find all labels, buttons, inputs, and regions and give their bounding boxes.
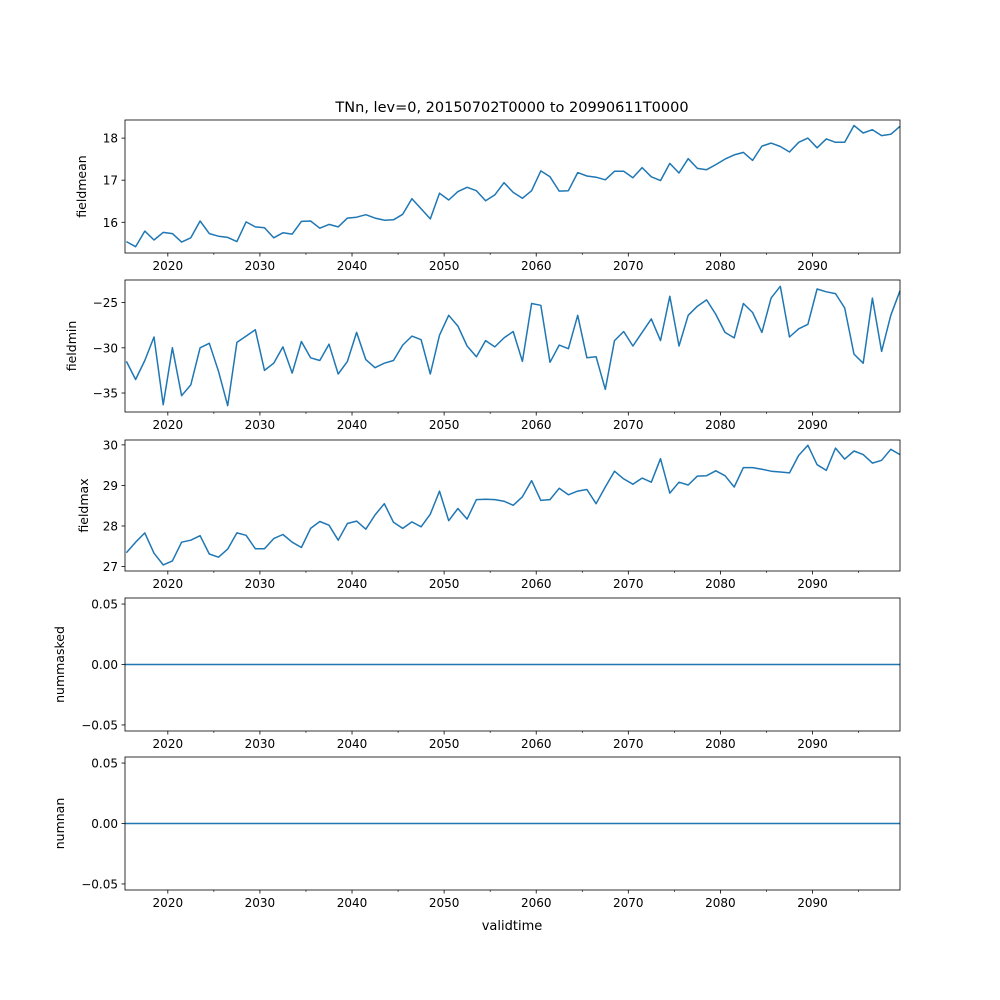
series-line-fieldmean xyxy=(126,124,901,248)
chart-title: TNn, lev=0, 20150702T0000 to 20990611T00… xyxy=(334,100,688,116)
x-tick-label: 2090 xyxy=(797,896,828,910)
x-axis-label: validtime xyxy=(482,919,543,934)
x-tick-label: 2070 xyxy=(613,737,644,751)
x-tick-label: 2090 xyxy=(797,577,828,591)
y-tick-label: 28 xyxy=(103,519,118,533)
y-tick-label: −35 xyxy=(93,387,118,401)
x-tick-label: 2020 xyxy=(153,896,184,910)
x-tick-label: 2050 xyxy=(429,737,460,751)
x-tick-label: 2060 xyxy=(521,577,552,591)
x-tick-label: 2050 xyxy=(429,418,460,432)
y-tick-label: 17 xyxy=(103,174,118,188)
x-tick-label: 2080 xyxy=(705,418,736,432)
y-tick-label: 27 xyxy=(103,560,118,574)
series-line-fieldmin xyxy=(125,285,901,407)
x-tick-label: 2050 xyxy=(429,896,460,910)
y-tick-label: 29 xyxy=(103,479,118,493)
x-tick-label: 2040 xyxy=(337,737,368,751)
x-tick-label: 2060 xyxy=(521,896,552,910)
x-tick-label: 2020 xyxy=(153,577,184,591)
panel-fieldmin: 2020 2030 2040 2050 2060 2070 2080 2090 −35 −30 −2… xyxy=(64,279,901,432)
axes-frame xyxy=(124,119,901,254)
y-tick-label: −0.05 xyxy=(81,718,118,732)
x-tick-label: 2020 xyxy=(153,737,184,751)
axes-frame xyxy=(124,439,901,572)
y-tick-label: −0.05 xyxy=(81,877,118,891)
x-tick-label: 2040 xyxy=(337,577,368,591)
axes-frame xyxy=(124,279,901,413)
x-tick-label: 2090 xyxy=(797,259,828,273)
x-tick-label: 2040 xyxy=(337,418,368,432)
x-tick-label: 2090 xyxy=(797,737,828,751)
y-tick-label: −30 xyxy=(93,341,118,355)
x-tick-label: 2040 xyxy=(337,259,368,273)
y-axis-label-fieldmin: fieldmin xyxy=(64,321,79,372)
y-tick-label: 16 xyxy=(103,216,118,230)
x-tick-label: 2070 xyxy=(613,577,644,591)
y-tick-label: 30 xyxy=(103,438,118,452)
x-tick-label: 2080 xyxy=(705,737,736,751)
panel-fieldmax: 2020 2030 2040 2050 2060 2070 2080 2090 27 28 29 30… xyxy=(76,438,901,591)
panel-fieldmean: 2020 2030 2040 2050 2060 2070 2080 2090 16 17 18 fi… xyxy=(74,119,901,273)
x-tick-label: 2020 xyxy=(153,259,184,273)
y-tick-label: 0.05 xyxy=(91,757,118,771)
panel-nummasked: 2020 2030 2040 2050 2060 2070 2080 2090 −0.05 0.0… xyxy=(52,598,901,751)
x-tick-label: 2070 xyxy=(613,259,644,273)
x-tick-label: 2030 xyxy=(245,737,276,751)
y-tick-label: 0.05 xyxy=(91,598,118,612)
x-tick-label: 2040 xyxy=(337,896,368,910)
x-tick-label: 2070 xyxy=(613,418,644,432)
x-tick-label: 2080 xyxy=(705,896,736,910)
x-tick-label: 2030 xyxy=(245,577,276,591)
x-tick-label: 2050 xyxy=(429,577,460,591)
x-tick-label: 2080 xyxy=(705,577,736,591)
panel-numnan: 2020 2030 2040 2050 2060 2070 2080 2090 −0.05 0.0… xyxy=(52,757,901,910)
x-tick-label: 2060 xyxy=(521,418,552,432)
y-axis-label-fieldmean: fieldmean xyxy=(74,155,89,217)
y-tick-label: 0.00 xyxy=(91,817,118,831)
x-tick-label: 2060 xyxy=(521,259,552,273)
y-axis-label-nummasked: nummasked xyxy=(52,626,67,703)
x-tick-label: 2090 xyxy=(797,418,828,432)
x-tick-label: 2030 xyxy=(245,896,276,910)
y-tick-label: 0.00 xyxy=(91,658,118,672)
y-axis-label-fieldmax: fieldmax xyxy=(76,478,91,532)
y-tick-label: 18 xyxy=(103,132,118,146)
x-tick-label: 2080 xyxy=(705,259,736,273)
x-tick-label: 2020 xyxy=(153,418,184,432)
x-tick-label: 2030 xyxy=(245,259,276,273)
x-tick-label: 2030 xyxy=(245,418,276,432)
series-line-fieldmax xyxy=(125,444,901,566)
x-tick-label: 2060 xyxy=(521,737,552,751)
x-tick-label: 2070 xyxy=(613,896,644,910)
y-axis-label-numnan: numnan xyxy=(52,798,67,850)
y-tick-label: −25 xyxy=(93,296,118,310)
x-tick-label: 2050 xyxy=(429,259,460,273)
